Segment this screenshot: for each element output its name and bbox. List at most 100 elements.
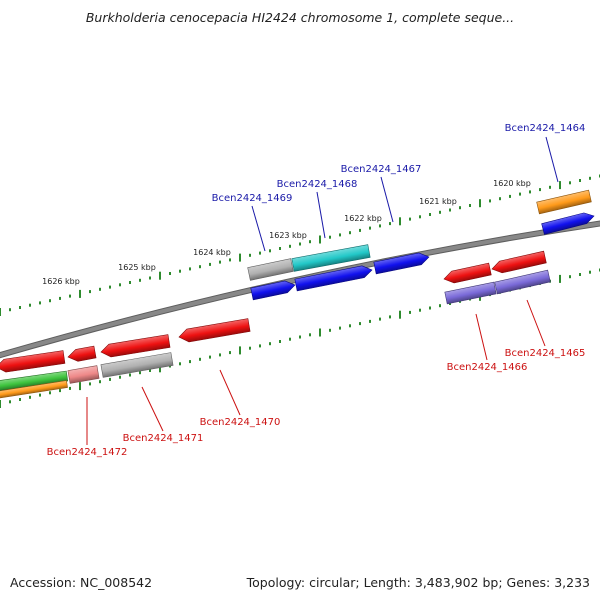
scale-tick-lower — [109, 377, 111, 381]
scale-tick-lower — [149, 369, 151, 372]
gene-label: Bcen2424_1464 — [505, 123, 586, 134]
scale-tick-upper — [179, 269, 181, 273]
scale-tick-upper — [59, 296, 61, 300]
gene-feature-red — [67, 345, 97, 362]
scale-tick-upper — [589, 176, 591, 180]
gene-label-leader — [380, 176, 394, 223]
gene-feature-green — [0, 370, 69, 392]
scale-tick-upper — [259, 251, 261, 255]
scale-tick-upper — [119, 283, 121, 287]
scale-tick-upper — [319, 235, 321, 244]
gene-label-leader — [219, 369, 241, 416]
scale-tick-upper — [49, 299, 51, 303]
scale-tick-lower — [99, 380, 101, 384]
gene-feature-blue — [294, 265, 373, 292]
gene-label-leader — [545, 136, 559, 183]
scale-tick-upper — [489, 199, 491, 203]
scale-tick-lower — [419, 308, 421, 312]
scale-tick-upper — [249, 253, 251, 257]
scale-tick-lower — [309, 333, 311, 337]
scale-tick-upper — [89, 290, 91, 294]
scale-tick-upper — [389, 222, 391, 226]
scale-tick-upper — [99, 287, 101, 291]
scale-tick-lower — [579, 273, 581, 276]
scale-tick-upper — [189, 267, 191, 271]
scale-tick-upper — [169, 272, 171, 275]
gene-feature-red — [443, 262, 492, 284]
gene-labels-layer: Bcen2424_1464 Bcen2424_1467 Bcen2424_1468 B… — [47, 123, 586, 458]
scale-tick-upper — [289, 244, 291, 248]
scale-tick-lower — [139, 371, 141, 375]
gene-features-layer — [0, 189, 595, 399]
gene-feature-gray — [100, 352, 174, 378]
scale-tick-lower — [359, 322, 361, 326]
scale-tick-upper — [0, 308, 1, 316]
gene-label: Bcen2424_1469 — [212, 193, 293, 204]
scale-tick-upper — [559, 181, 561, 190]
scale-tick-upper — [349, 231, 351, 235]
scale-tick-upper — [329, 235, 331, 239]
scale-tick-lower — [89, 382, 91, 386]
gene-label-leader — [475, 313, 488, 361]
scale-tick-lower — [79, 382, 81, 391]
scale-tick-upper — [469, 204, 471, 207]
kbp-label: 1623 kbp — [269, 231, 307, 240]
scale-tick-upper — [139, 278, 141, 282]
gene-feature-blue — [373, 252, 430, 275]
scale-tick-upper — [149, 276, 151, 280]
scale-tick-lower — [249, 346, 251, 350]
scale-tick-upper — [159, 271, 161, 280]
scale-tick-upper — [279, 247, 281, 250]
scale-tick-lower — [199, 357, 201, 361]
scale-tick-upper — [209, 262, 211, 266]
kbp-label: 1621 kbp — [419, 197, 457, 206]
scale-tick-lower — [29, 395, 31, 399]
scale-tick-lower — [429, 306, 431, 310]
scale-tick-lower — [289, 337, 291, 341]
scale-tick-upper — [29, 303, 31, 307]
scale-tick-lower — [279, 340, 281, 343]
gene-label-leader — [251, 205, 266, 252]
scale-tick-lower — [409, 310, 411, 314]
gene-feature-blue — [541, 212, 595, 235]
scale-tick-upper — [369, 226, 371, 230]
scale-tick-upper — [409, 217, 411, 221]
gene-label: Bcen2424_1466 — [447, 362, 528, 373]
scale-tick-upper — [399, 217, 401, 226]
scale-tick-lower — [19, 398, 21, 401]
scale-tick-upper — [129, 281, 131, 284]
scale-tick-lower — [189, 360, 191, 364]
gene-label: Bcen2424_1467 — [341, 164, 422, 175]
kbp-label: 1626 kbp — [42, 277, 80, 286]
gene-label: Bcen2424_1471 — [123, 433, 204, 444]
scale-tick-lower — [319, 328, 321, 337]
scale-tick-lower — [569, 275, 571, 279]
scale-tick-lower — [259, 344, 261, 348]
scale-tick-lower — [159, 364, 161, 373]
scale-tick-upper — [499, 197, 501, 201]
scale-tick-upper — [439, 210, 441, 214]
gene-feature-gray — [247, 258, 294, 281]
scale-tick-upper — [539, 188, 541, 192]
gene-label-leader — [141, 386, 164, 432]
scale-tick-lower — [589, 270, 591, 274]
gene-feature-purple — [444, 281, 497, 305]
kbp-label: 1624 kbp — [193, 248, 231, 257]
scale-tick-lower — [179, 362, 181, 366]
gene-feature-orange — [0, 380, 68, 399]
scale-tick-upper — [239, 253, 241, 262]
gene-feature-purple — [494, 269, 551, 295]
scale-tick-upper — [19, 306, 21, 309]
scale-tick-lower — [439, 304, 441, 308]
scale-labels-layer: 1620 kbp 1621 kbp 1622 kbp 1623 kbp 1624 kbp… — [42, 179, 531, 286]
scale-tick-upper — [419, 215, 421, 219]
scale-tick-upper — [219, 260, 221, 264]
scale-tick-upper — [549, 185, 551, 189]
gene-label: Bcen2424_1470 — [200, 417, 281, 428]
scale-tick-lower — [369, 319, 371, 323]
scale-tick-lower — [129, 373, 131, 377]
scale-tick-lower — [299, 335, 301, 339]
kbp-label: 1622 kbp — [344, 214, 382, 223]
scale-tick-lower — [349, 324, 351, 328]
